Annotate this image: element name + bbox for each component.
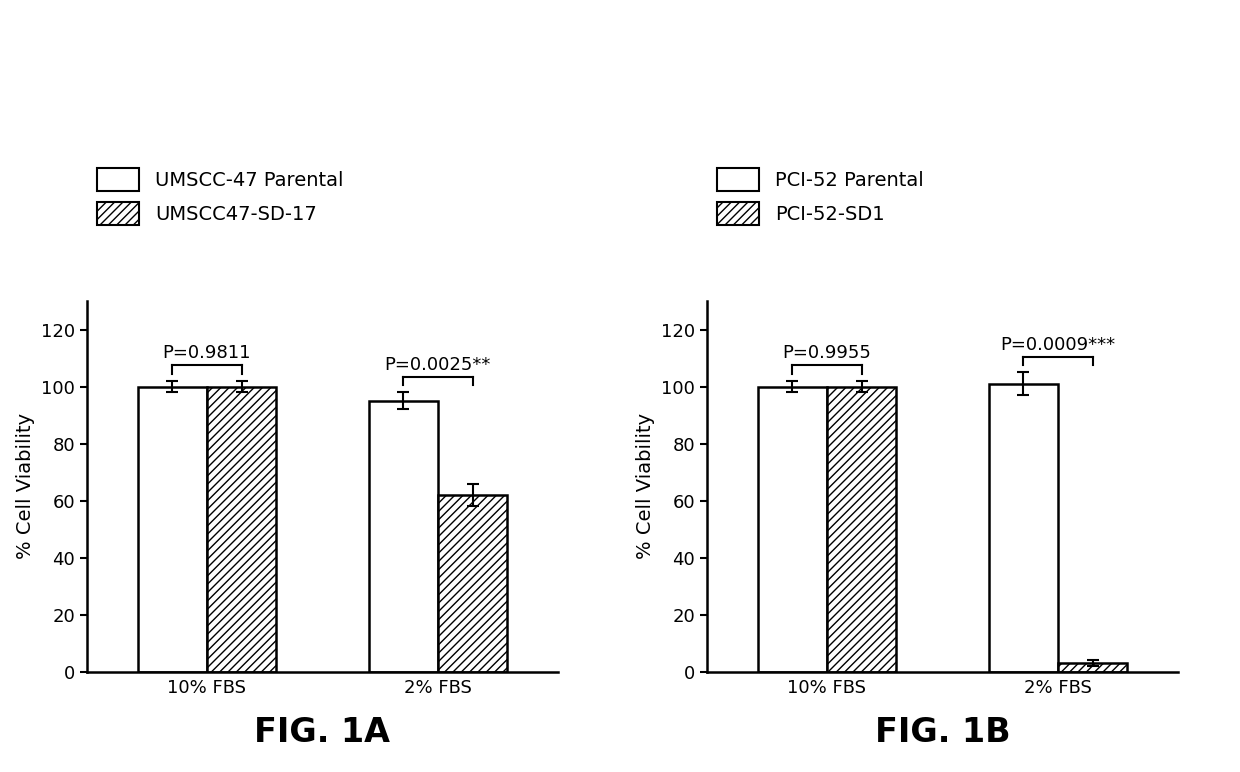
Bar	[758, 387, 827, 672]
Text: FIG. 1A: FIG. 1A	[254, 716, 391, 749]
Bar	[438, 495, 507, 672]
Text: FIG. 1B: FIG. 1B	[874, 716, 1011, 749]
Bar	[827, 387, 897, 672]
Bar	[988, 384, 1058, 672]
Text: P=0.0009***: P=0.0009***	[1001, 336, 1116, 354]
Bar	[368, 401, 438, 672]
Legend: PCI-52 Parental, PCI-52-SD1: PCI-52 Parental, PCI-52-SD1	[717, 168, 924, 225]
Text: P=0.0025**: P=0.0025**	[384, 356, 491, 374]
Text: P=0.9955: P=0.9955	[782, 344, 872, 362]
Legend: UMSCC-47 Parental, UMSCC47-SD-17: UMSCC-47 Parental, UMSCC47-SD-17	[97, 168, 343, 225]
Y-axis label: % Cell Viability: % Cell Viability	[16, 413, 35, 560]
Text: P=0.9811: P=0.9811	[162, 344, 252, 362]
Bar	[207, 387, 277, 672]
Y-axis label: % Cell Viability: % Cell Viability	[636, 413, 655, 560]
Bar	[138, 387, 207, 672]
Bar	[1058, 663, 1127, 672]
